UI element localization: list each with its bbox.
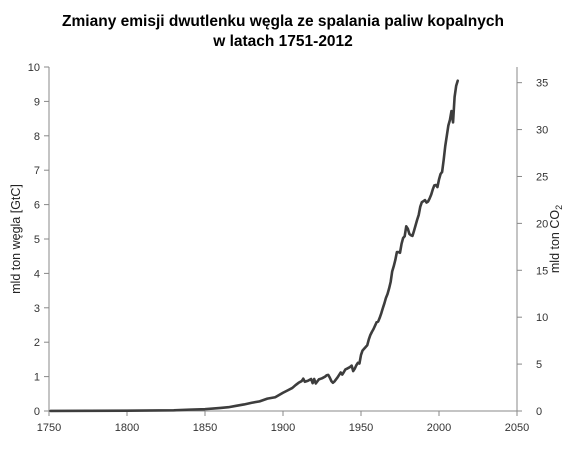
x-tick-label: 1950 bbox=[349, 422, 373, 434]
emissions-series-line bbox=[49, 79, 460, 413]
x-axis-ticks: 1750 1800 1850 1900 1950 2000 2050 bbox=[37, 411, 529, 434]
left-y-tick-label: 0 bbox=[34, 406, 40, 418]
right-y-axis-label-subscript: 2 bbox=[554, 205, 564, 210]
left-y-axis-ticks: 0 1 2 3 4 5 6 7 8 9 10 bbox=[28, 62, 49, 418]
left-y-tick-label: 9 bbox=[34, 96, 40, 108]
right-y-tick-label: 30 bbox=[536, 125, 548, 137]
right-y-axis-ticks: 0 5 10 15 20 25 30 35 bbox=[517, 78, 548, 418]
right-y-tick-label: 5 bbox=[536, 359, 542, 371]
left-y-tick-label: 2 bbox=[34, 337, 40, 349]
right-y-axis-label: mld ton CO2 bbox=[548, 205, 564, 273]
right-y-tick-label: 15 bbox=[536, 265, 548, 277]
right-y-tick-label: 35 bbox=[536, 78, 548, 90]
left-y-tick-label: 3 bbox=[34, 303, 40, 315]
left-y-tick-label: 1 bbox=[34, 372, 40, 384]
right-y-tick-label: 20 bbox=[536, 218, 548, 230]
left-y-tick-label: 4 bbox=[34, 268, 40, 280]
left-y-tick-label: 8 bbox=[34, 131, 40, 143]
x-tick-label: 1850 bbox=[193, 422, 217, 434]
right-y-tick-label: 0 bbox=[536, 406, 542, 418]
chart-title-line-2: w latach 1751-2012 bbox=[212, 33, 353, 50]
left-y-tick-label: 7 bbox=[34, 165, 40, 177]
left-y-tick-label: 10 bbox=[28, 62, 40, 74]
left-y-tick-label: 6 bbox=[34, 200, 40, 212]
right-y-tick-label: 25 bbox=[536, 171, 548, 183]
x-tick-label: 1900 bbox=[271, 422, 295, 434]
right-y-axis-label-text: mld ton CO bbox=[548, 210, 562, 273]
left-y-axis-label: mld ton węgla [GtC] bbox=[9, 184, 23, 294]
right-y-tick-label: 10 bbox=[536, 312, 548, 324]
chart-title-line-1: Zmiany emisji dwutlenku węgla ze spalani… bbox=[62, 13, 504, 30]
x-tick-label: 2000 bbox=[427, 422, 451, 434]
x-tick-label: 1750 bbox=[37, 422, 61, 434]
left-y-tick-label: 5 bbox=[34, 234, 40, 246]
x-tick-label: 2050 bbox=[505, 422, 529, 434]
x-tick-label: 1800 bbox=[115, 422, 139, 434]
